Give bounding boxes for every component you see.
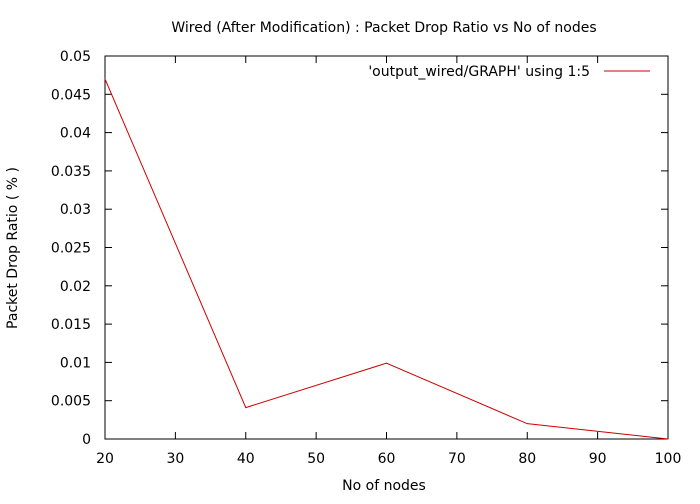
y-tick-label: 0.02 bbox=[60, 279, 91, 295]
data-point bbox=[104, 78, 106, 80]
data-point bbox=[526, 423, 528, 425]
y-tick-label: 0.03 bbox=[60, 202, 91, 218]
y-tick-label: 0.015 bbox=[51, 317, 91, 333]
x-axis-label: No of nodes bbox=[342, 478, 426, 494]
data-point bbox=[245, 407, 247, 409]
y-tick-label: 0.045 bbox=[51, 87, 91, 103]
legend-label: 'output_wired/GRAPH' using 1:5 bbox=[368, 64, 590, 80]
x-tick-label: 20 bbox=[96, 451, 114, 467]
data-point bbox=[667, 438, 669, 440]
series-layer bbox=[104, 78, 669, 440]
y-tick-label: 0.025 bbox=[51, 241, 91, 257]
y-tick-label: 0.01 bbox=[60, 355, 91, 371]
ticks: 20 30 40 50 60 70 80 90 100 0 0.005 0.01 0.015 0.02 0.… bbox=[51, 49, 681, 467]
x-tick-label: 70 bbox=[448, 451, 466, 467]
y-tick-label: 0.04 bbox=[60, 126, 91, 142]
data-point bbox=[386, 362, 387, 364]
y-axis-label: Packet Drop Ratio ( % ) bbox=[5, 167, 21, 329]
y-tick-label: 0 bbox=[82, 432, 91, 448]
y-tick-label: 0.05 bbox=[60, 49, 91, 65]
chart-title: Wired (After Modification) : Packet Drop… bbox=[171, 20, 596, 36]
legend: 'output_wired/GRAPH' using 1:5 bbox=[368, 64, 650, 80]
x-tick-label: 50 bbox=[307, 451, 325, 467]
y-tick-label: 0.005 bbox=[51, 394, 91, 410]
x-tick-label: 80 bbox=[518, 451, 536, 467]
x-tick-label: 100 bbox=[655, 451, 682, 467]
y-tick-label: 0.035 bbox=[51, 164, 91, 180]
x-tick-label: 30 bbox=[166, 451, 184, 467]
x-tick-label: 60 bbox=[378, 451, 396, 467]
x-tick-label: 90 bbox=[589, 451, 607, 467]
x-tick-label: 40 bbox=[237, 451, 255, 467]
